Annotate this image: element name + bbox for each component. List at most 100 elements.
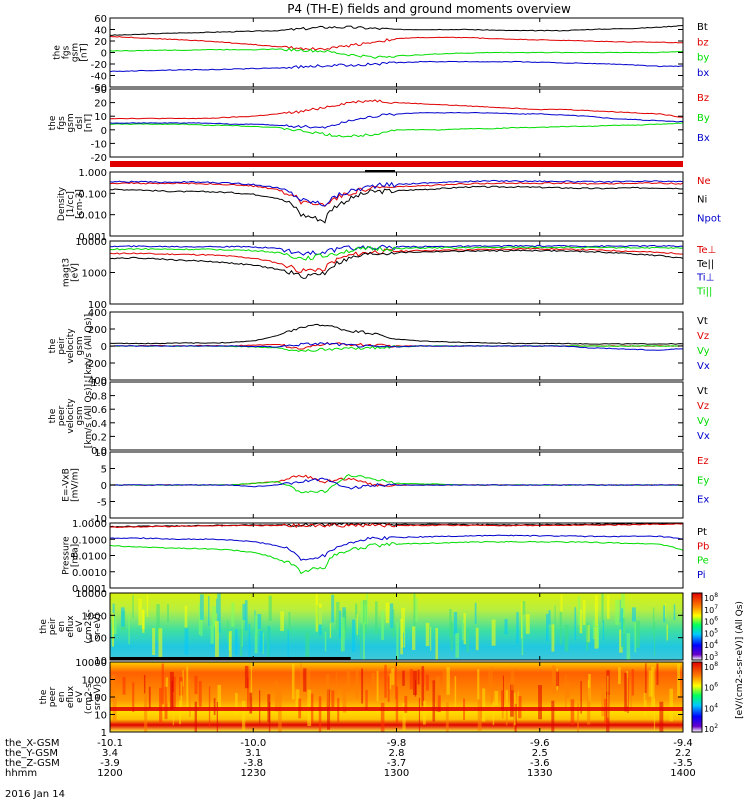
x-tick-label: 1230: [241, 768, 266, 779]
spectrogram-streak: [630, 684, 632, 710]
spectrogram-streak: [594, 626, 599, 649]
series-Ex: [109, 477, 684, 490]
y-tick-label: -60: [91, 83, 107, 94]
y-tick-label: -10: [91, 514, 107, 525]
spectrogram-streak: [548, 610, 551, 625]
spectrogram-streak: [360, 624, 362, 659]
spectrogram-streak: [560, 594, 563, 613]
y-tick-label: 0.6: [91, 405, 107, 416]
spectrogram-streak: [396, 622, 399, 660]
spectrogram-streak: [390, 603, 394, 629]
spectrogram-streak: [267, 627, 270, 660]
spectrogram-streak: [295, 689, 300, 710]
y-label-line: [1/cc]: [66, 191, 76, 217]
spectrogram-streak: [194, 701, 198, 732]
spectrogram-streak: [278, 691, 282, 732]
y-axis-label: the fgs gsm [nT]: [53, 43, 90, 62]
spectrogram-streak: [425, 674, 429, 691]
spectrogram-streak: [235, 692, 238, 715]
spectrogram-streak: [446, 667, 450, 695]
x-tick-label: 1400: [670, 768, 695, 779]
y-tick-label: -200: [84, 359, 107, 370]
legend-Vz: Vz: [697, 331, 709, 342]
spectrogram-streak: [475, 627, 479, 651]
y-tick-label: 0.8: [91, 392, 107, 403]
spectrogram-streak: [331, 690, 335, 708]
spectrogram-streak: [216, 701, 219, 732]
colorbar-label: [eV/(cm2-s-sr-eV)] (All Qs): [735, 601, 745, 719]
spectrogram-streak: [455, 632, 460, 658]
y-tick-label: 100: [88, 693, 107, 704]
y-tick-label: 10000: [75, 658, 107, 669]
y-label-line: en: [57, 691, 67, 702]
spectrogram-streak: [505, 698, 508, 726]
spectrogram-streak: [268, 595, 272, 621]
spectrogram-streak: [180, 681, 183, 714]
y-label-line: [mV/m]: [71, 468, 81, 502]
spectrogram-streak: [494, 691, 499, 706]
spectrogram-streak: [538, 685, 542, 720]
y-tick-label: 0.0: [91, 446, 107, 457]
x-tick-label: -3.6: [530, 758, 550, 769]
spectrogram-streak: [240, 629, 243, 657]
spectrogram-streak: [601, 683, 605, 717]
spectrogram-streak: [666, 624, 669, 641]
series-Ne: [109, 181, 684, 208]
y-label-line: velocity: [66, 328, 76, 364]
spectrogram-streak: [502, 675, 504, 711]
series-Vt: [109, 323, 684, 345]
y-label-line: the: [39, 619, 49, 634]
y-tick-label: 20: [94, 99, 107, 110]
y-tick-label: 10000: [75, 237, 107, 248]
x-tick-label: 1200: [97, 768, 122, 779]
series-Te⊥: [109, 247, 684, 273]
spectrogram-floor: [110, 657, 351, 660]
spectrogram-streak: [189, 679, 191, 717]
spectrogram-streak: [618, 667, 621, 685]
y-label-line: gsm: [66, 113, 76, 132]
x-tick-label: 3.1: [245, 748, 261, 759]
y-label-line: the: [39, 689, 49, 704]
spectrogram-streak: [362, 622, 365, 660]
x-row-label: hhmm: [5, 768, 37, 779]
y-tick-label: -20: [91, 60, 107, 71]
y-label-line: [nPa]: [71, 544, 81, 567]
spectrogram-streak: [601, 593, 604, 623]
spectrogram-streak: [391, 668, 395, 685]
spectrogram-streak: [659, 701, 664, 732]
spectrogram-streak: [626, 633, 631, 660]
spectrogram-streak: [559, 611, 562, 645]
spectrogram-streak: [146, 595, 149, 617]
series-by: [109, 47, 684, 59]
y-label-line: Pressure: [62, 536, 72, 575]
spectrogram-streak: [380, 702, 385, 732]
spectrogram-streak: [361, 668, 364, 704]
series-Ni: [110, 185, 684, 224]
spectrogram-streak: [579, 609, 583, 634]
x-tick-label: 2.2: [675, 748, 691, 759]
y-axis-label: E=-VxB [mV/m]: [62, 468, 81, 502]
spectrogram-streak: [169, 671, 174, 710]
spectrogram-streak: [244, 600, 248, 631]
y-label-line: en: [57, 621, 67, 632]
spectrogram-streak: [242, 603, 246, 621]
y-tick-label: 10: [94, 711, 107, 722]
x-tick-label: 2.5: [532, 748, 548, 759]
spectrogram-streak: [417, 669, 420, 685]
legend-bx: bx: [697, 68, 709, 79]
spectrogram-streak: [521, 601, 523, 639]
spectrogram-streak: [422, 669, 425, 686]
spectrogram-streak: [257, 614, 262, 629]
legend-Vt: Vt: [697, 386, 708, 397]
spectrogram-streak: [421, 666, 425, 707]
y-tick-label: 0: [101, 342, 107, 353]
y-tick-label: 0: [101, 126, 107, 137]
spectrogram-streak: [158, 628, 163, 660]
panel-fgs_dsl: 30 20 10 0 -10 -20 the fgs gsm dsl [nT] Bz By Bx: [48, 85, 710, 164]
y-label-line: gsm: [71, 43, 81, 62]
spectrogram-streak: [551, 700, 555, 732]
spectrogram-streak: [450, 622, 454, 651]
spectrogram-streak: [184, 628, 189, 655]
x-row-label: the_Y-GSM: [5, 748, 58, 759]
spectrogram-streak: [490, 666, 493, 704]
